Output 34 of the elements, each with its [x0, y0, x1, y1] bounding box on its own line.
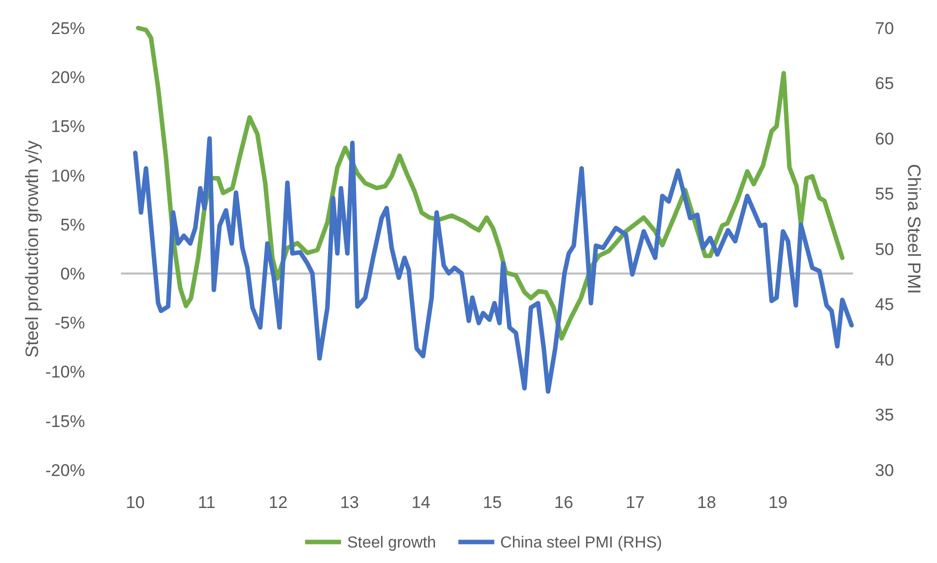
- y2-tick-label: 60: [875, 129, 894, 148]
- y-axis-title: Steel production growth y/y: [22, 140, 42, 358]
- x-tick-label: 17: [626, 493, 645, 512]
- x-tick-label: 10: [126, 493, 145, 512]
- y2-tick-label: 65: [875, 74, 894, 94]
- x-tick-label: 19: [768, 493, 788, 512]
- y2-tick-label: 35: [875, 406, 894, 425]
- line-series: [133, 136, 854, 394]
- y-tick-label: 0%: [60, 264, 85, 284]
- y-tick-label: 10%: [50, 166, 85, 186]
- x-tick-label: 15: [482, 493, 502, 512]
- y2-tick-label: 30: [875, 460, 894, 480]
- y-tick-label: 5%: [60, 215, 85, 234]
- y-tick-label: -10%: [45, 362, 85, 382]
- y-tick-label: -20%: [45, 460, 85, 480]
- x-tick-label: 14: [411, 493, 430, 512]
- x-tick-label: 12: [268, 493, 288, 512]
- y-tick-label: 25%: [50, 18, 85, 38]
- x-tick-label: 11: [198, 493, 216, 512]
- y-tick-label: 15%: [50, 117, 85, 136]
- x-tick-label: 18: [697, 493, 716, 512]
- legend-label: China steel PMI (RHS): [500, 534, 662, 552]
- y2-axis-title: China Steel PMI: [904, 164, 924, 294]
- x-tick-label: 13: [340, 493, 359, 512]
- y-tick-label: -5%: [54, 314, 85, 333]
- x-tick-label: 16: [554, 493, 574, 512]
- legend-label: Steel growth: [347, 534, 436, 552]
- y2-tick-label: 50: [875, 240, 894, 259]
- y2-tick-label: 40: [875, 350, 894, 370]
- y2-tick-label: 55: [875, 184, 894, 204]
- y-tick-label: -15%: [45, 412, 85, 431]
- y2-tick-label: 70: [875, 18, 894, 38]
- y2-tick-label: 45: [875, 295, 894, 314]
- y-tick-label: 20%: [50, 68, 85, 88]
